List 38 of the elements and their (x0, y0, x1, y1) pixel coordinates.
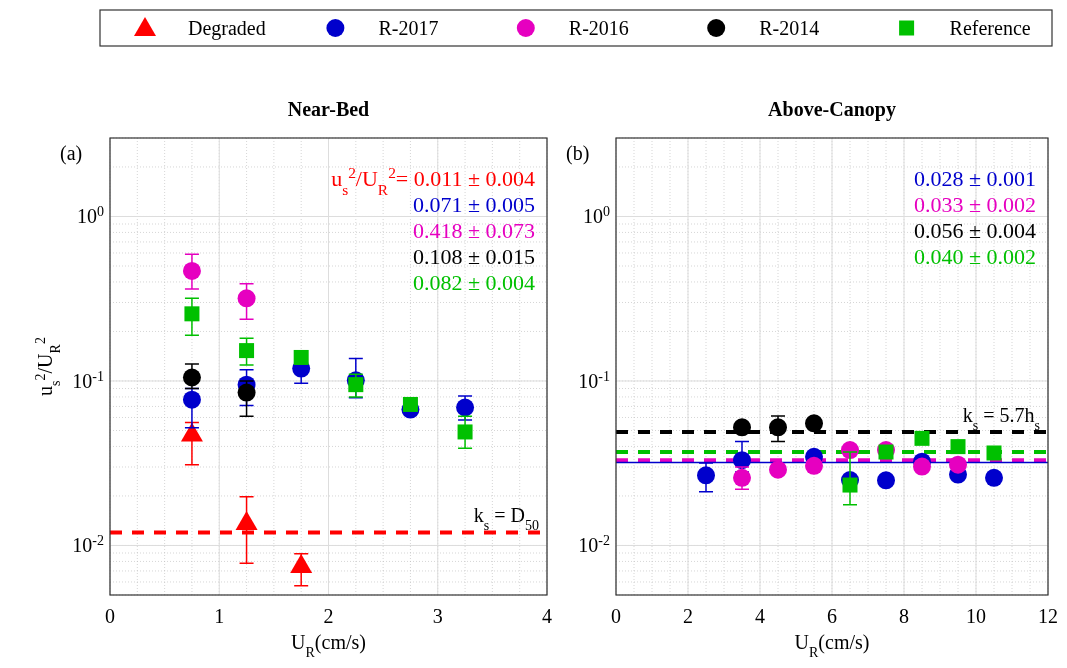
text: (b) (566, 142, 590, 165)
x-tick-label: 10 (966, 605, 986, 627)
legend-label: Reference (949, 17, 1031, 39)
x-tick-label: 1 (214, 605, 225, 627)
annotation: 0.418 ± 0.073 (412, 218, 535, 243)
legend-label: Degraded (188, 17, 266, 40)
y-tick-label: 10$^{0}$ (583, 203, 610, 228)
y-tick-label: 10$^{-1}$ (578, 368, 610, 392)
x-tick-label: 6 (827, 605, 837, 627)
ref-line-label: k$_{s}$ = D$_{50}$ (473, 504, 539, 533)
x-tick-label: 0 (105, 605, 115, 627)
x-tick-label: 2 (683, 605, 693, 627)
x-tick-label: 0 (611, 605, 621, 627)
chart-title: Above-Canopy (768, 98, 896, 121)
x-tick-label: 12 (1038, 605, 1058, 627)
x-tick-label: 2 (323, 605, 334, 627)
chart-title: Near-Bed (287, 98, 370, 120)
legend-label: R-2014 (759, 17, 820, 39)
text: (a) (60, 142, 83, 165)
annotation: 0.082 ± 0.004 (412, 270, 535, 295)
y-tick-label: 10$^{-2}$ (578, 532, 610, 557)
y-tick-label: 10$^{-1}$ (72, 368, 104, 392)
annotation: 0.040 ± 0.002 (913, 244, 1036, 269)
x-tick-label: 8 (899, 605, 909, 627)
annotation: 0.028 ± 0.001 (913, 166, 1036, 191)
x-axis-title: U$_{R}$(cm/s) (794, 631, 870, 660)
y-tick-label: 10$^{0}$ (77, 203, 104, 228)
annotation: 0.033 ± 0.002 (913, 192, 1036, 217)
x-axis-title: U$_{R}$(cm/s) (291, 631, 366, 660)
annotation: 0.056 ± 0.004 (913, 218, 1036, 243)
annotation: 0.108 ± 0.015 (412, 244, 535, 269)
x-tick-label: 4 (755, 605, 765, 627)
y-tick-label: 10$^{-2}$ (72, 532, 104, 557)
x-tick-label: 3 (432, 605, 443, 627)
annotation: k$_{s}$ = 5.7h$_{s}$ (962, 403, 1040, 433)
legend-label: R-2016 (568, 17, 629, 39)
legend-label: R-2017 (378, 17, 439, 39)
x-tick-label: 4 (542, 605, 552, 627)
